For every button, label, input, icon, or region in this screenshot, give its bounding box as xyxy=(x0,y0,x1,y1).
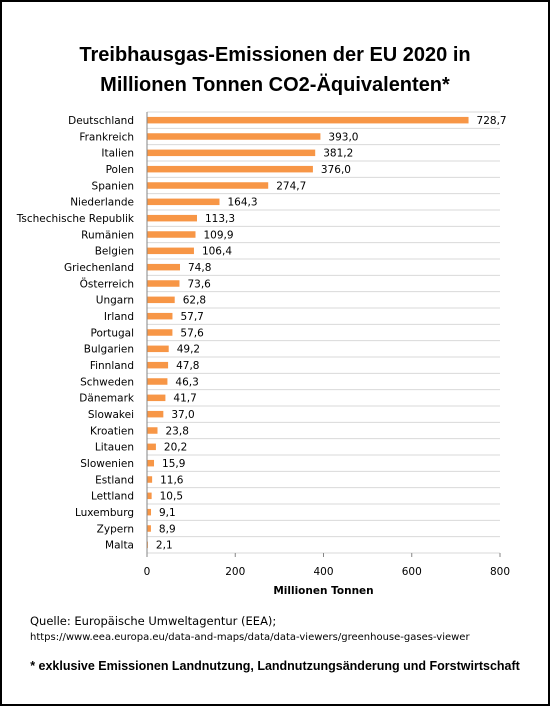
value-label: 8,9 xyxy=(159,523,176,535)
value-label: 49,2 xyxy=(177,344,200,356)
value-label: 381,2 xyxy=(323,148,353,160)
bar xyxy=(147,378,168,385)
category-label: Spanien xyxy=(92,180,134,192)
value-label: 47,8 xyxy=(176,360,199,372)
chart-title-line-1: Treibhausgas-Emissionen der EU 2020 in xyxy=(79,44,471,66)
value-label: 113,3 xyxy=(205,213,235,225)
bar xyxy=(147,296,175,304)
bar xyxy=(147,508,152,516)
bar xyxy=(147,394,166,402)
bar-chart: Deutschland 728,7 Frankreich 393,0 Italien 38… xyxy=(16,111,510,597)
value-label: 74,8 xyxy=(188,262,211,274)
category-label: Slowenien xyxy=(80,458,134,470)
value-label: 393,0 xyxy=(328,131,358,143)
category-label: Polen xyxy=(106,164,134,176)
category-label: Österreich xyxy=(80,277,134,290)
value-label: 11,6 xyxy=(160,474,184,486)
bar xyxy=(147,312,173,320)
x-tick-label: 600 xyxy=(402,566,422,578)
source-text: Quelle: Europäische Umweltagentur (EEA); xyxy=(30,614,277,628)
x-tick-label: 800 xyxy=(490,566,510,578)
x-tick-label: 400 xyxy=(313,566,333,578)
bar xyxy=(147,329,173,336)
bar xyxy=(147,247,194,255)
category-label: Schweden xyxy=(80,376,134,388)
bar xyxy=(147,263,181,271)
category-label: Bulgarien xyxy=(84,344,134,356)
source-url: https://www.eea.europa.eu/data-and-maps/… xyxy=(30,632,470,643)
category-label: Slowakei xyxy=(88,409,134,421)
value-label: 274,7 xyxy=(276,180,306,192)
category-label: Tschechische Republik xyxy=(16,213,135,225)
category-label: Deutschland xyxy=(68,115,134,127)
category-label: Luxemburg xyxy=(75,507,134,519)
bar xyxy=(147,198,220,206)
bar xyxy=(147,345,169,353)
value-label: 20,2 xyxy=(164,442,187,454)
bar xyxy=(147,459,155,467)
category-label: Frankreich xyxy=(79,131,134,143)
chart-title-line-2: Millionen Tonnen CO2-Äquivalenten* xyxy=(100,74,450,96)
bar xyxy=(147,133,321,140)
bar xyxy=(147,476,153,483)
footnote: * exklusive Emissionen Landnutzung, Land… xyxy=(30,659,520,673)
value-label: 106,4 xyxy=(202,246,232,258)
bars xyxy=(147,116,469,549)
bar xyxy=(147,231,196,238)
bar xyxy=(147,410,164,418)
bar xyxy=(147,149,316,157)
value-label: 57,7 xyxy=(180,311,203,323)
gridlines xyxy=(147,111,500,554)
bar xyxy=(147,492,152,500)
x-tick-label: 0 xyxy=(144,566,151,578)
value-label: 46,3 xyxy=(175,376,198,388)
category-label: Malta xyxy=(105,540,134,552)
value-label: 376,0 xyxy=(321,164,351,176)
category-label: Griechenland xyxy=(64,262,134,274)
value-label: 23,8 xyxy=(166,425,189,437)
labels: Deutschland 728,7 Frankreich 393,0 Italien 38… xyxy=(16,115,510,578)
bar xyxy=(147,427,158,434)
value-label: 728,7 xyxy=(477,115,507,127)
bar xyxy=(147,214,197,222)
category-label: Zypern xyxy=(97,523,134,535)
bar xyxy=(147,443,156,451)
category-label: Ungarn xyxy=(96,295,134,307)
x-axis-label: Millionen Tonnen xyxy=(273,585,373,597)
bar xyxy=(147,361,169,369)
category-label: Lettland xyxy=(91,491,134,503)
axes xyxy=(146,112,501,557)
category-label: Italien xyxy=(101,148,134,160)
value-label: 10,5 xyxy=(160,491,183,503)
category-label: Litauen xyxy=(95,442,134,454)
bar xyxy=(147,280,180,287)
bar xyxy=(147,165,313,173)
bar xyxy=(147,525,151,532)
value-label: 37,0 xyxy=(171,409,194,421)
value-label: 41,7 xyxy=(173,393,196,405)
category-label: Portugal xyxy=(91,327,135,339)
category-label: Finnland xyxy=(90,360,134,372)
category-label: Rumänien xyxy=(81,229,134,241)
category-label: Niederlande xyxy=(70,197,134,209)
value-label: 73,6 xyxy=(187,278,211,290)
value-label: 2,1 xyxy=(156,540,173,552)
value-label: 15,9 xyxy=(162,458,185,470)
category-label: Irland xyxy=(104,311,134,323)
category-label: Dänemark xyxy=(79,393,135,405)
bar xyxy=(147,182,269,189)
value-label: 109,9 xyxy=(203,229,233,241)
x-tick-label: 200 xyxy=(225,566,245,578)
value-label: 164,3 xyxy=(227,197,257,209)
category-label: Estland xyxy=(95,474,134,486)
value-label: 57,6 xyxy=(180,327,204,339)
category-label: Belgien xyxy=(95,246,134,258)
bar xyxy=(147,116,469,124)
value-label: 9,1 xyxy=(159,507,176,519)
category-label: Kroatien xyxy=(90,425,134,437)
value-label: 62,8 xyxy=(183,295,206,307)
